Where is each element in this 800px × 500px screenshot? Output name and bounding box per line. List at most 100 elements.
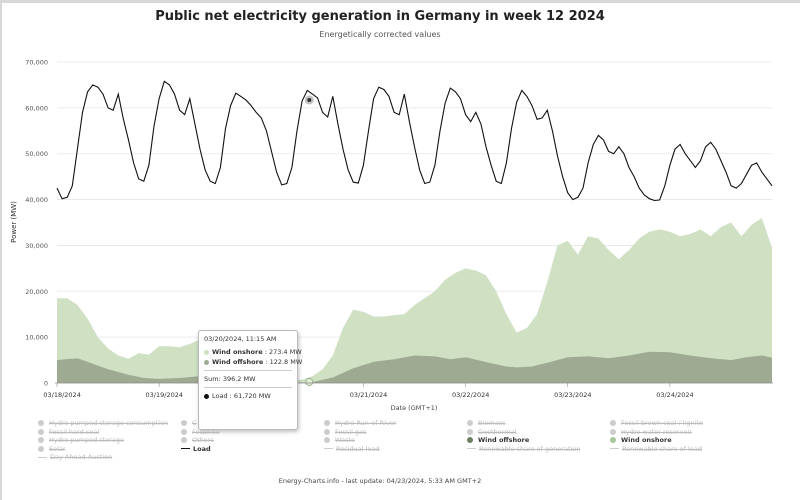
tooltip-divider [204,370,292,371]
circle-marker-icon [38,437,44,443]
tooltip-wind-offshore-value: : 122.8 MW [265,358,303,366]
legend-item-wind-onshore[interactable]: Wind onshore [610,436,672,444]
y-tick-label: 70,000 [25,59,48,67]
load-dot-icon [204,393,209,399]
legend-item-residual-load[interactable]: Residual load [324,445,379,453]
tooltip-load: Load : 61,720 MW [204,392,292,400]
y-tick-label: 30,000 [25,242,48,250]
tooltip-wind-offshore: Wind offshore : 122.8 MW [204,358,302,366]
x-tick-label: 03/18/2024 [43,391,80,399]
legend-label: Others [192,436,214,444]
circle-marker-icon [38,420,44,426]
legend-label: Hydro Run-of-River [335,419,397,427]
legend-item-fossil-hard-coal[interactable]: Fossil hard coal [38,428,99,436]
legend-item-c[interactable]: C [181,419,197,427]
chart-area[interactable]: 0 10,000 20,000 30,000 40,000 50,000 60,000 70,… [0,0,800,470]
legend-item-renewable-share-of-load[interactable]: Renewable share of load [610,445,702,453]
legend-label: Hydro water reservoir [621,427,692,436]
y-tick-label: 0 [44,380,48,388]
legend-label: Waste [335,436,355,444]
tooltip-date: 03/20/2024, 11:15 AM [204,335,277,343]
wind-hover-marker [305,378,314,386]
circle-marker-icon [324,428,330,435]
y-tick-labels: 0 10,000 20,000 30,000 40,000 50,000 60,000 70,… [25,59,48,388]
legend-label: Wind onshore [621,436,672,444]
line-marker-icon [610,448,619,449]
x-tick-label: 03/24/2024 [656,391,693,399]
x-tick-label: 03/21/2024 [350,391,387,399]
legend-item-fossil-gas[interactable]: Fossil gas [324,428,366,436]
y-tick-label: 20,000 [25,288,48,296]
wind-offshore-dot-icon [204,359,209,365]
circle-marker-icon [181,428,187,435]
legend-item-hydro-water-reservoir[interactable]: Hydro water reservoir [610,428,692,436]
legend-label: Residual load [336,444,380,453]
y-tick-label: 50,000 [25,150,48,158]
legend-label: Wind offshore [478,436,530,444]
series-layer [56,80,773,386]
circle-marker-icon [181,437,187,443]
legend-item-solar[interactable]: Solar [38,445,66,453]
circle-marker-icon [38,428,44,435]
legend-label: Geothermal [478,427,517,436]
y-tick-label: 10,000 [25,334,48,342]
legend-label: Biomass [478,419,506,427]
legend-item-hydro-run-of-river[interactable]: Hydro Run-of-River [324,419,396,427]
tooltip-divider-2 [204,387,292,388]
legend-item-geothermal[interactable]: Geothermal [467,428,516,436]
legend-item-biomass[interactable]: Biomass [467,419,505,427]
wind-onshore-dot-icon [204,349,209,355]
circle-marker-icon [610,420,616,426]
legend: Hydro pumped storage consumption C Hydro R… [38,419,778,464]
x-tick-label: 03/22/2024 [452,391,489,399]
legend-label: Hydro pumped storage [49,436,125,444]
page-edge [0,0,800,3]
line-marker-icon [181,448,190,449]
legend-label: C [192,419,197,427]
circle-marker-icon [610,437,616,443]
legend-item-waste[interactable]: Waste [324,436,355,444]
circle-marker-icon [324,437,330,443]
tooltip-wind-onshore-value: : 273.4 MW [264,348,302,356]
circle-marker-icon [610,428,616,435]
line-marker-icon [324,448,333,449]
load-hover-dot [307,97,312,102]
chart-title: Public net electricity generation in Ger… [155,9,605,24]
series-load-line [56,80,773,202]
legend-label: Renewable share of load [622,444,702,453]
circle-marker-icon [467,420,473,426]
legend-item-wind-offshore[interactable]: Wind offshore [467,436,529,444]
chart-subtitle: Energetically corrected values [319,30,441,39]
legend-label: Day Ahead Auction [50,453,113,461]
tooltip: 03/20/2024, 11:15 AM Wind onshore : 273.… [198,330,302,430]
y-tick-label: 60,000 [25,104,48,112]
circle-marker-icon [324,420,330,426]
legend-item-others[interactable]: Others [181,436,214,444]
line-marker-icon [38,456,47,458]
legend-label: Hydro pumped storage consumption [49,419,169,427]
legend-item-hydro-pumped-storage-consumption[interactable]: Hydro pumped storage consumption [38,419,168,427]
legend-label: Fossil oil [192,427,220,436]
circle-marker-icon [467,428,473,435]
legend-item-load[interactable]: Load [181,445,211,453]
legend-item-fossil-oil[interactable]: Fossil oil [181,428,220,436]
series-wind-onshore-area [57,217,772,383]
legend-label: Renewable share of generation [479,444,581,453]
circle-marker-icon [181,420,187,426]
footer-credit: Energy-Charts.info - last update: 04/23/… [278,477,482,485]
tooltip-wind-onshore: Wind onshore : 273.4 MW [204,348,302,356]
legend-item-renewable-share-of-generation[interactable]: Renewable share of generation [467,445,580,453]
legend-item-hydro-pumped-storage[interactable]: Hydro pumped storage [38,436,124,444]
legend-label: Fossil gas [335,427,367,436]
y-tick-label: 40,000 [25,196,48,204]
x-tick-labels: 03/18/202403/19/202403/20/202403/21/2024… [43,383,694,399]
circle-marker-icon [467,437,473,443]
page-edge-left [0,0,2,500]
tooltip-wind-onshore-label: Wind onshore [212,348,263,356]
legend-item-day-ahead-auction[interactable]: Day Ahead Auction [38,453,112,461]
x-tick-label: 03/19/2024 [146,391,183,399]
y-axis-label: Power (MW) [10,201,18,243]
x-axis-label: Date (GMT+1) [391,404,438,412]
legend-item-fossil-brown-coal-lignite[interactable]: Fossil brown coal / lignite [610,419,703,427]
tooltip-wind-offshore-label: Wind offshore [212,358,264,366]
